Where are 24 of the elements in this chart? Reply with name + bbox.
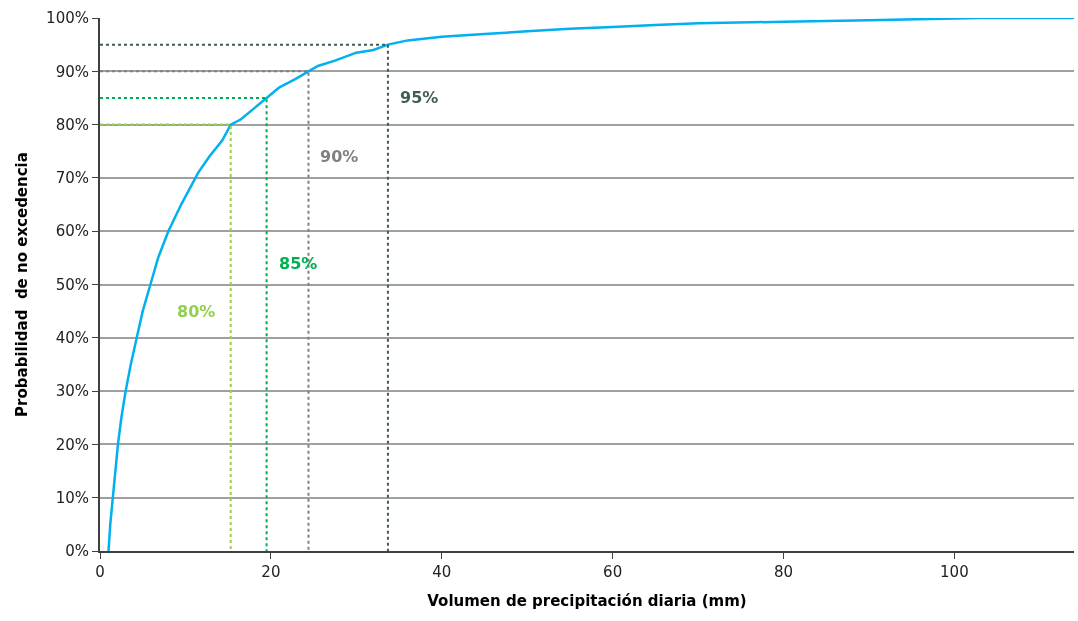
x-axis-title: Volumen de precipitación diaria (mm) <box>427 591 747 610</box>
y-tick-label: 20% <box>55 435 89 454</box>
y-axis-title: Probabilidad de no excedencia <box>12 152 31 417</box>
y-tick-label: 0% <box>65 542 89 561</box>
y-tick-label: 40% <box>55 329 89 348</box>
x-tick-label: 0 <box>95 563 105 581</box>
x-tick-label: 40 <box>432 563 452 581</box>
annotation: 85% <box>279 254 318 273</box>
y-tick-label: 100% <box>46 9 89 28</box>
annotation: 95% <box>400 88 439 107</box>
annotation: 80% <box>177 302 216 321</box>
x-tick-label: 60 <box>603 563 623 581</box>
x-tick-label: 100 <box>940 563 969 581</box>
y-tick-label: 60% <box>55 222 89 241</box>
y-tick-label: 70% <box>55 169 89 188</box>
line-series <box>107 18 1074 551</box>
y-tick-label: 50% <box>55 275 89 294</box>
annotation: 90% <box>320 147 359 166</box>
x-tick-label: 20 <box>261 563 281 581</box>
y-tick-label: 30% <box>55 382 89 401</box>
y-tick-label: 90% <box>55 62 89 81</box>
y-tick-label: 10% <box>55 488 89 507</box>
y-tick-label: 80% <box>55 115 89 134</box>
x-tick-label: 80 <box>773 563 794 581</box>
